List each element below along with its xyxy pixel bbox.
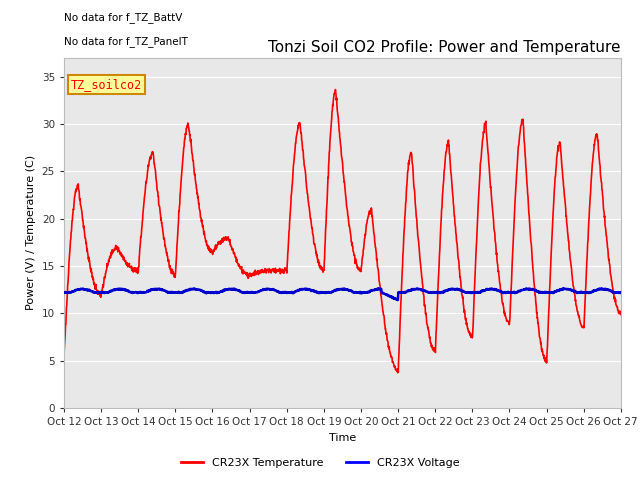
CR23X Temperature	[287, 192, 295, 198]
CR23X Temperature	[617, 311, 625, 317]
CR23X Voltage	[287, 289, 295, 295]
Legend: CR23X Temperature, CR23X Voltage: CR23X Temperature, CR23X Voltage	[176, 453, 464, 472]
CR23X Temperature	[332, 87, 339, 93]
CR23X Voltage	[60, 289, 68, 295]
CR23X Voltage	[560, 286, 568, 291]
Text: No data for f_TZ_PanelT: No data for f_TZ_PanelT	[64, 36, 188, 47]
Text: TZ_soilco2: TZ_soilco2	[70, 78, 142, 91]
CR23X Temperature	[60, 355, 68, 360]
X-axis label: Time: Time	[329, 432, 356, 443]
CR23X Voltage	[617, 290, 625, 296]
Y-axis label: Power (V) / Temperature (C): Power (V) / Temperature (C)	[26, 155, 36, 311]
CR23X Voltage	[92, 290, 100, 296]
Line: CR23X Voltage: CR23X Voltage	[64, 288, 621, 300]
Text: No data for f_TZ_BattV: No data for f_TZ_BattV	[64, 12, 182, 23]
CR23X Voltage	[290, 289, 298, 295]
CR23X Temperature	[441, 165, 449, 170]
CR23X Temperature	[268, 266, 276, 272]
Line: CR23X Temperature: CR23X Temperature	[64, 90, 621, 373]
CR23X Temperature	[394, 370, 401, 376]
CR23X Temperature	[290, 158, 298, 164]
CR23X Temperature	[179, 156, 187, 162]
CR23X Voltage	[268, 287, 276, 292]
CR23X Voltage	[179, 289, 187, 295]
CR23X Voltage	[440, 288, 448, 294]
CR23X Temperature	[92, 282, 100, 288]
Text: Tonzi Soil CO2 Profile: Power and Temperature: Tonzi Soil CO2 Profile: Power and Temper…	[268, 40, 621, 55]
CR23X Voltage	[394, 297, 401, 303]
